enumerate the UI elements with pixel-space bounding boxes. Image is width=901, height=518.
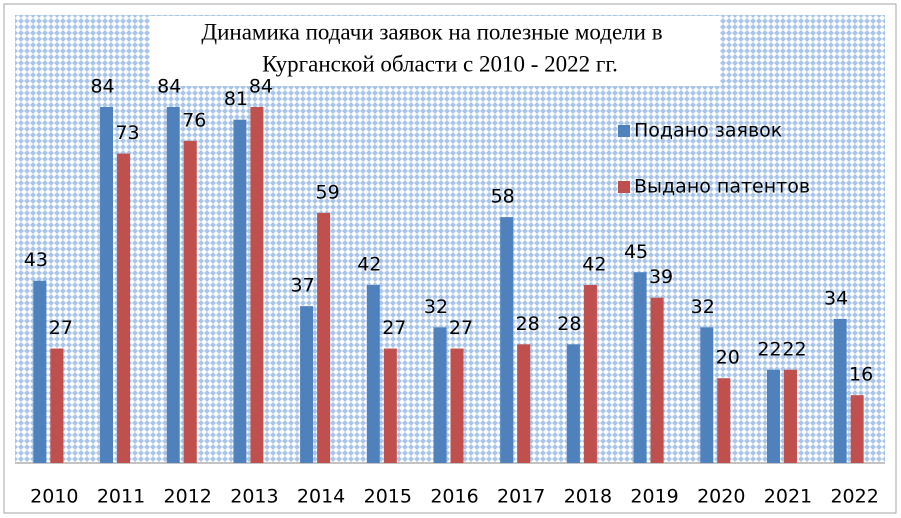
bar (717, 378, 731, 463)
title-box (150, 16, 720, 86)
data-label: 27 (382, 317, 406, 339)
bar (383, 348, 397, 463)
x-tick-label: 2022 (830, 486, 878, 508)
chart-title: Курганской области с 2010 - 2022 гг. (262, 51, 618, 76)
data-label: 22 (782, 338, 806, 360)
x-tick-label: 2018 (564, 486, 612, 508)
bar (50, 348, 64, 463)
x-tick-label: 2010 (30, 486, 78, 508)
bar (100, 106, 114, 464)
bar (850, 395, 864, 463)
legend-swatch (618, 125, 630, 137)
bar (33, 280, 47, 463)
data-label: 27 (449, 317, 473, 339)
data-label: 27 (49, 317, 73, 339)
bar (566, 344, 580, 463)
data-label: 42 (357, 253, 381, 275)
bar (300, 306, 314, 463)
x-tick-label: 2011 (97, 486, 145, 508)
x-tick-label: 2017 (497, 486, 545, 508)
bar (517, 344, 531, 463)
bar (366, 284, 380, 463)
bar (250, 106, 264, 464)
data-label: 45 (624, 241, 648, 263)
data-label: 28 (516, 313, 540, 335)
data-label: 22 (757, 338, 781, 360)
x-tick-label: 2013 (230, 486, 278, 508)
bar (583, 284, 597, 463)
legend-swatch (618, 181, 630, 193)
bar (117, 153, 131, 464)
bar (433, 327, 447, 463)
data-label: 32 (691, 296, 715, 318)
data-label: 32 (424, 296, 448, 318)
data-label: 28 (557, 313, 581, 335)
bar (766, 369, 780, 463)
x-tick-label: 2020 (697, 486, 745, 508)
data-label: 16 (849, 364, 873, 386)
data-label: 84 (157, 75, 181, 97)
x-tick-label: 2012 (164, 486, 212, 508)
bar (700, 327, 714, 463)
data-label: 58 (491, 186, 515, 208)
legend-label: Выдано патентов (634, 176, 810, 198)
bar (233, 119, 247, 463)
data-label: 73 (115, 122, 139, 144)
bar (500, 217, 514, 463)
data-label: 39 (649, 266, 673, 288)
data-label: 81 (224, 88, 248, 110)
bar (183, 140, 197, 463)
bar (166, 106, 180, 464)
bar (317, 212, 331, 463)
x-tick-label: 2016 (430, 486, 478, 508)
x-tick-label: 2014 (297, 486, 345, 508)
data-label: 84 (90, 75, 114, 97)
data-label: 43 (24, 249, 48, 271)
data-label: 42 (582, 253, 606, 275)
data-label: 84 (249, 75, 273, 97)
data-label: 37 (291, 275, 315, 297)
bar (450, 348, 464, 463)
bar (650, 297, 664, 463)
bar (633, 272, 647, 463)
bar (833, 318, 847, 463)
data-label: 76 (182, 109, 206, 131)
chart-title: Динамика подачи заявок на полезные модел… (201, 19, 662, 44)
plot-area (15, 15, 885, 463)
bar (783, 369, 797, 463)
x-tick-label: 2019 (630, 486, 678, 508)
data-label: 20 (716, 347, 740, 369)
legend-label: Подано заявок (634, 120, 782, 142)
data-label: 34 (824, 287, 848, 309)
data-label: 59 (316, 181, 340, 203)
x-tick-label: 2021 (764, 486, 812, 508)
x-tick-label: 2015 (364, 486, 412, 508)
